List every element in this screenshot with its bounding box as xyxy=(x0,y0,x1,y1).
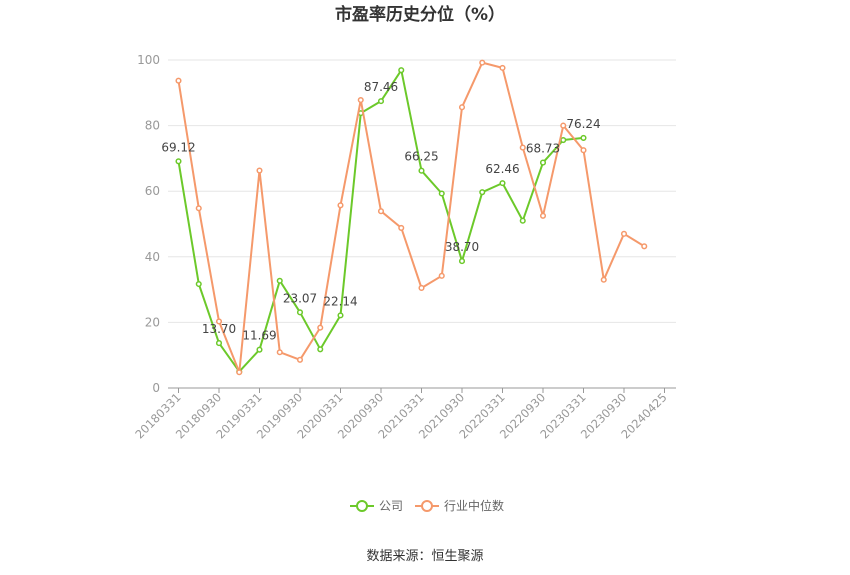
data-label: 13.70 xyxy=(202,322,236,336)
series-point-1 xyxy=(641,243,648,250)
series-point-0 xyxy=(438,190,445,197)
data-label: 22.14 xyxy=(323,294,357,308)
y-tick-label: 60 xyxy=(145,184,160,198)
series-point-0 xyxy=(499,180,506,187)
series-point-0 xyxy=(539,159,547,166)
series-point-1 xyxy=(418,284,425,292)
series-point-1 xyxy=(377,208,385,215)
legend-label: 公司 xyxy=(379,499,403,513)
series-point-0 xyxy=(479,189,486,196)
series-point-0 xyxy=(296,309,304,316)
legend-swatch-marker xyxy=(421,500,433,512)
y-tick-label: 80 xyxy=(145,119,160,133)
series-point-1 xyxy=(479,59,486,66)
axes: 0204060801002018033120180930201903312019… xyxy=(132,53,676,442)
legend-label: 行业中位数 xyxy=(444,498,504,513)
chart-title: 市盈率历史分位（%） xyxy=(335,4,505,25)
series-point-1 xyxy=(438,272,445,279)
legend: 公司 行业中位数 xyxy=(350,498,504,513)
series-point-0 xyxy=(377,98,385,105)
series-point-0 xyxy=(337,312,344,319)
data-label: 66.25 xyxy=(404,150,438,164)
data-label: 76.24 xyxy=(566,117,600,131)
series-point-0 xyxy=(560,136,567,144)
series-point-0 xyxy=(317,346,324,353)
series-point-0 xyxy=(175,158,182,165)
series-point-1 xyxy=(499,64,506,71)
series-point-1 xyxy=(357,96,364,104)
series-point-1 xyxy=(317,324,324,331)
series-point-1 xyxy=(195,205,202,212)
series-point-1 xyxy=(256,167,263,174)
data-labels: 69.12 13.70 11.69 23.07 22.14 87.46 66.25 38.70… xyxy=(161,80,600,343)
data-label: 11.69 xyxy=(242,329,276,343)
series-point-0 xyxy=(418,167,425,174)
series-line-1 xyxy=(177,61,645,374)
series-point-1 xyxy=(560,122,567,129)
series-point-0 xyxy=(580,134,587,141)
series-point-1 xyxy=(276,349,283,356)
y-tick-label: 0 xyxy=(152,381,160,395)
data-label: 38.70 xyxy=(445,240,479,254)
data-label: 69.12 xyxy=(161,140,195,154)
series-point-0 xyxy=(458,258,466,265)
series-point-1 xyxy=(337,202,344,209)
data-label: 23.07 xyxy=(283,291,317,305)
series-point-1 xyxy=(296,356,304,363)
y-tick-label: 40 xyxy=(145,250,160,264)
data-label: 62.46 xyxy=(485,162,519,176)
series-point-1 xyxy=(215,318,223,325)
legend-swatch-marker xyxy=(356,500,368,512)
data-source: 数据来源：恒生聚源 xyxy=(366,549,483,564)
y-tick-label: 20 xyxy=(145,315,160,329)
series-layer xyxy=(175,59,648,376)
series-point-1 xyxy=(600,276,607,283)
series-point-1 xyxy=(580,147,587,154)
series-point-1 xyxy=(236,369,243,376)
data-label: 68.73 xyxy=(526,142,560,156)
series-point-1 xyxy=(398,224,405,231)
series-point-0 xyxy=(195,280,202,288)
series-point-0 xyxy=(398,67,405,74)
grid-lines xyxy=(168,59,676,323)
series-point-0 xyxy=(256,346,263,353)
y-tick-label: 100 xyxy=(137,53,160,67)
series-point-0 xyxy=(519,217,526,224)
data-label: 87.46 xyxy=(364,80,398,94)
series-point-1 xyxy=(539,212,547,219)
series-point-0 xyxy=(215,340,223,347)
series-point-1 xyxy=(519,144,526,151)
series-point-0 xyxy=(276,277,283,284)
series-point-1 xyxy=(620,230,628,237)
series-point-1 xyxy=(458,104,466,111)
series-point-1 xyxy=(175,77,182,84)
